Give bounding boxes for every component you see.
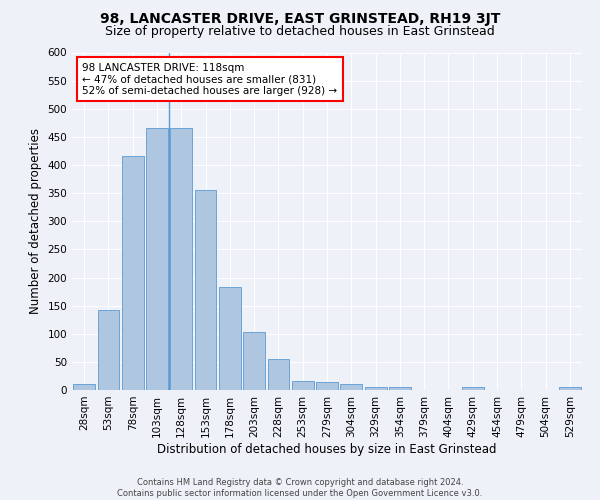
Bar	[73, 384, 95, 390]
Bar	[243, 332, 265, 390]
Bar	[365, 387, 386, 390]
Bar	[268, 359, 289, 390]
Bar	[146, 128, 168, 390]
Text: 98, LANCASTER DRIVE, EAST GRINSTEAD, RH19 3JT: 98, LANCASTER DRIVE, EAST GRINSTEAD, RH1…	[100, 12, 500, 26]
Bar	[194, 190, 217, 390]
Bar	[389, 387, 411, 390]
Bar	[97, 310, 119, 390]
Bar	[170, 128, 192, 390]
Bar	[316, 382, 338, 390]
Bar	[219, 286, 241, 390]
Bar	[292, 381, 314, 390]
Text: 98 LANCASTER DRIVE: 118sqm
← 47% of detached houses are smaller (831)
52% of sem: 98 LANCASTER DRIVE: 118sqm ← 47% of deta…	[82, 62, 337, 96]
Text: Size of property relative to detached houses in East Grinstead: Size of property relative to detached ho…	[105, 25, 495, 38]
Text: Contains HM Land Registry data © Crown copyright and database right 2024.
Contai: Contains HM Land Registry data © Crown c…	[118, 478, 482, 498]
Y-axis label: Number of detached properties: Number of detached properties	[29, 128, 42, 314]
Bar	[559, 387, 581, 390]
X-axis label: Distribution of detached houses by size in East Grinstead: Distribution of detached houses by size …	[157, 442, 497, 456]
Bar	[462, 387, 484, 390]
Bar	[122, 156, 143, 390]
Bar	[340, 384, 362, 390]
